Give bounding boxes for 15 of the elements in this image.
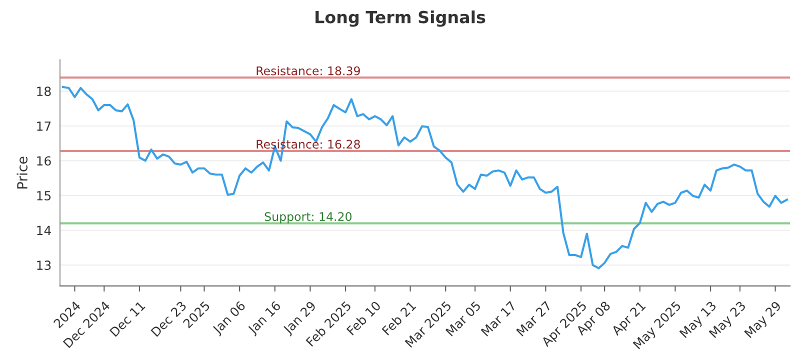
x-tick-label: Mar 17: [480, 300, 516, 337]
ref-line-label: Support: 14.20: [264, 212, 352, 224]
y-tick-label: 13: [37, 260, 51, 270]
y-tick-label: 16: [37, 156, 51, 166]
y-tick-label: 14: [37, 226, 51, 236]
ref-line-label: Resistance: 18.39: [256, 66, 360, 76]
line-series: [62, 86, 788, 270]
x-tick-label: Jan 06: [212, 300, 248, 336]
x-tick-label: Jan 16: [246, 300, 283, 336]
y-tick-label: 15: [37, 191, 51, 200]
y-axis-title: Price: [16, 156, 28, 188]
y-tick-label: 17: [37, 122, 51, 131]
y-tick-label: 18: [37, 86, 51, 96]
x-tick-label: Dec 11: [109, 300, 146, 337]
chart-title: Long Term Signals: [316, 10, 486, 27]
